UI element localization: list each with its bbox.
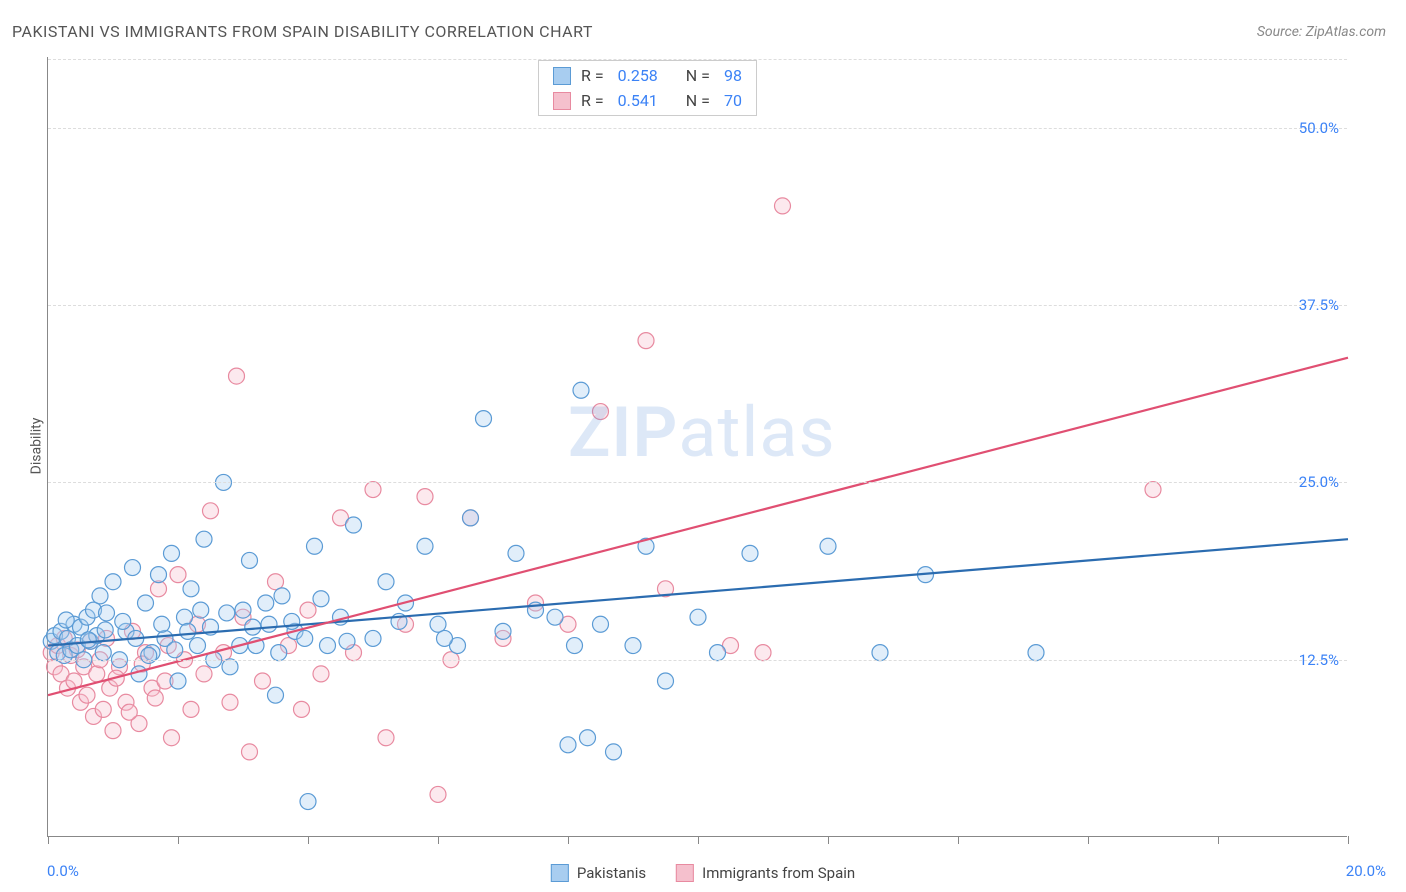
r-label: R =: [581, 91, 604, 110]
grid-line: [48, 128, 1347, 129]
x-axis-max-label: 20.0%: [1346, 862, 1386, 880]
correlation-legend: R = 0.258 N = 98 R = 0.541 N = 70: [538, 60, 757, 116]
n-label: N =: [686, 91, 710, 110]
series2-name: Immigrants from Spain: [702, 864, 855, 882]
series1-name: Pakistanis: [577, 864, 646, 882]
grid-line: [48, 660, 1347, 661]
r-value-series1: 0.258: [618, 66, 658, 85]
x-tick-mark: [308, 836, 309, 844]
plot-area: ZIPatlas R = 0.258 N = 98 R = 0.541 N = …: [47, 57, 1347, 837]
source-attribution: Source: ZipAtlas.com: [1257, 24, 1386, 40]
swatch-series1: [553, 67, 571, 85]
grid-line: [48, 305, 1347, 306]
x-tick-mark: [48, 836, 49, 844]
x-tick-mark: [178, 836, 179, 844]
legend-item-series1: Pakistanis: [551, 864, 646, 882]
grid-line: [48, 59, 1347, 60]
y-tick-label: 37.5%: [1299, 296, 1339, 314]
x-tick-mark: [828, 836, 829, 844]
swatch-series2: [553, 92, 571, 110]
y-tick-label: 12.5%: [1299, 651, 1339, 669]
legend-row-series2: R = 0.541 N = 70: [539, 88, 756, 113]
swatch-series2-bottom: [676, 864, 694, 882]
x-tick-mark: [958, 836, 959, 844]
x-tick-mark: [698, 836, 699, 844]
n-label: N =: [686, 66, 710, 85]
x-tick-mark: [568, 836, 569, 844]
header: PAKISTANI VS IMMIGRANTS FROM SPAIN DISAB…: [12, 22, 1386, 41]
x-tick-mark: [438, 836, 439, 844]
y-axis-label: Disability: [28, 418, 44, 475]
x-axis-min-label: 0.0%: [47, 862, 79, 880]
x-tick-mark: [1348, 836, 1349, 844]
grid-line: [48, 482, 1347, 483]
y-tick-label: 50.0%: [1299, 119, 1339, 137]
n-value-series2: 70: [724, 91, 742, 110]
n-value-series1: 98: [724, 66, 742, 85]
swatch-series1-bottom: [551, 864, 569, 882]
chart-title: PAKISTANI VS IMMIGRANTS FROM SPAIN DISAB…: [12, 22, 593, 41]
x-tick-mark: [1218, 836, 1219, 844]
r-label: R =: [581, 66, 604, 85]
x-tick-mark: [1088, 836, 1089, 844]
scatter-plot-svg: [48, 57, 1347, 836]
chart-container: PAKISTANI VS IMMIGRANTS FROM SPAIN DISAB…: [0, 0, 1406, 892]
legend-item-series2: Immigrants from Spain: [676, 864, 855, 882]
r-value-series2: 0.541: [618, 91, 658, 110]
y-tick-label: 25.0%: [1299, 473, 1339, 491]
series-legend: Pakistanis Immigrants from Spain: [551, 864, 855, 882]
legend-row-series1: R = 0.258 N = 98: [539, 63, 756, 88]
